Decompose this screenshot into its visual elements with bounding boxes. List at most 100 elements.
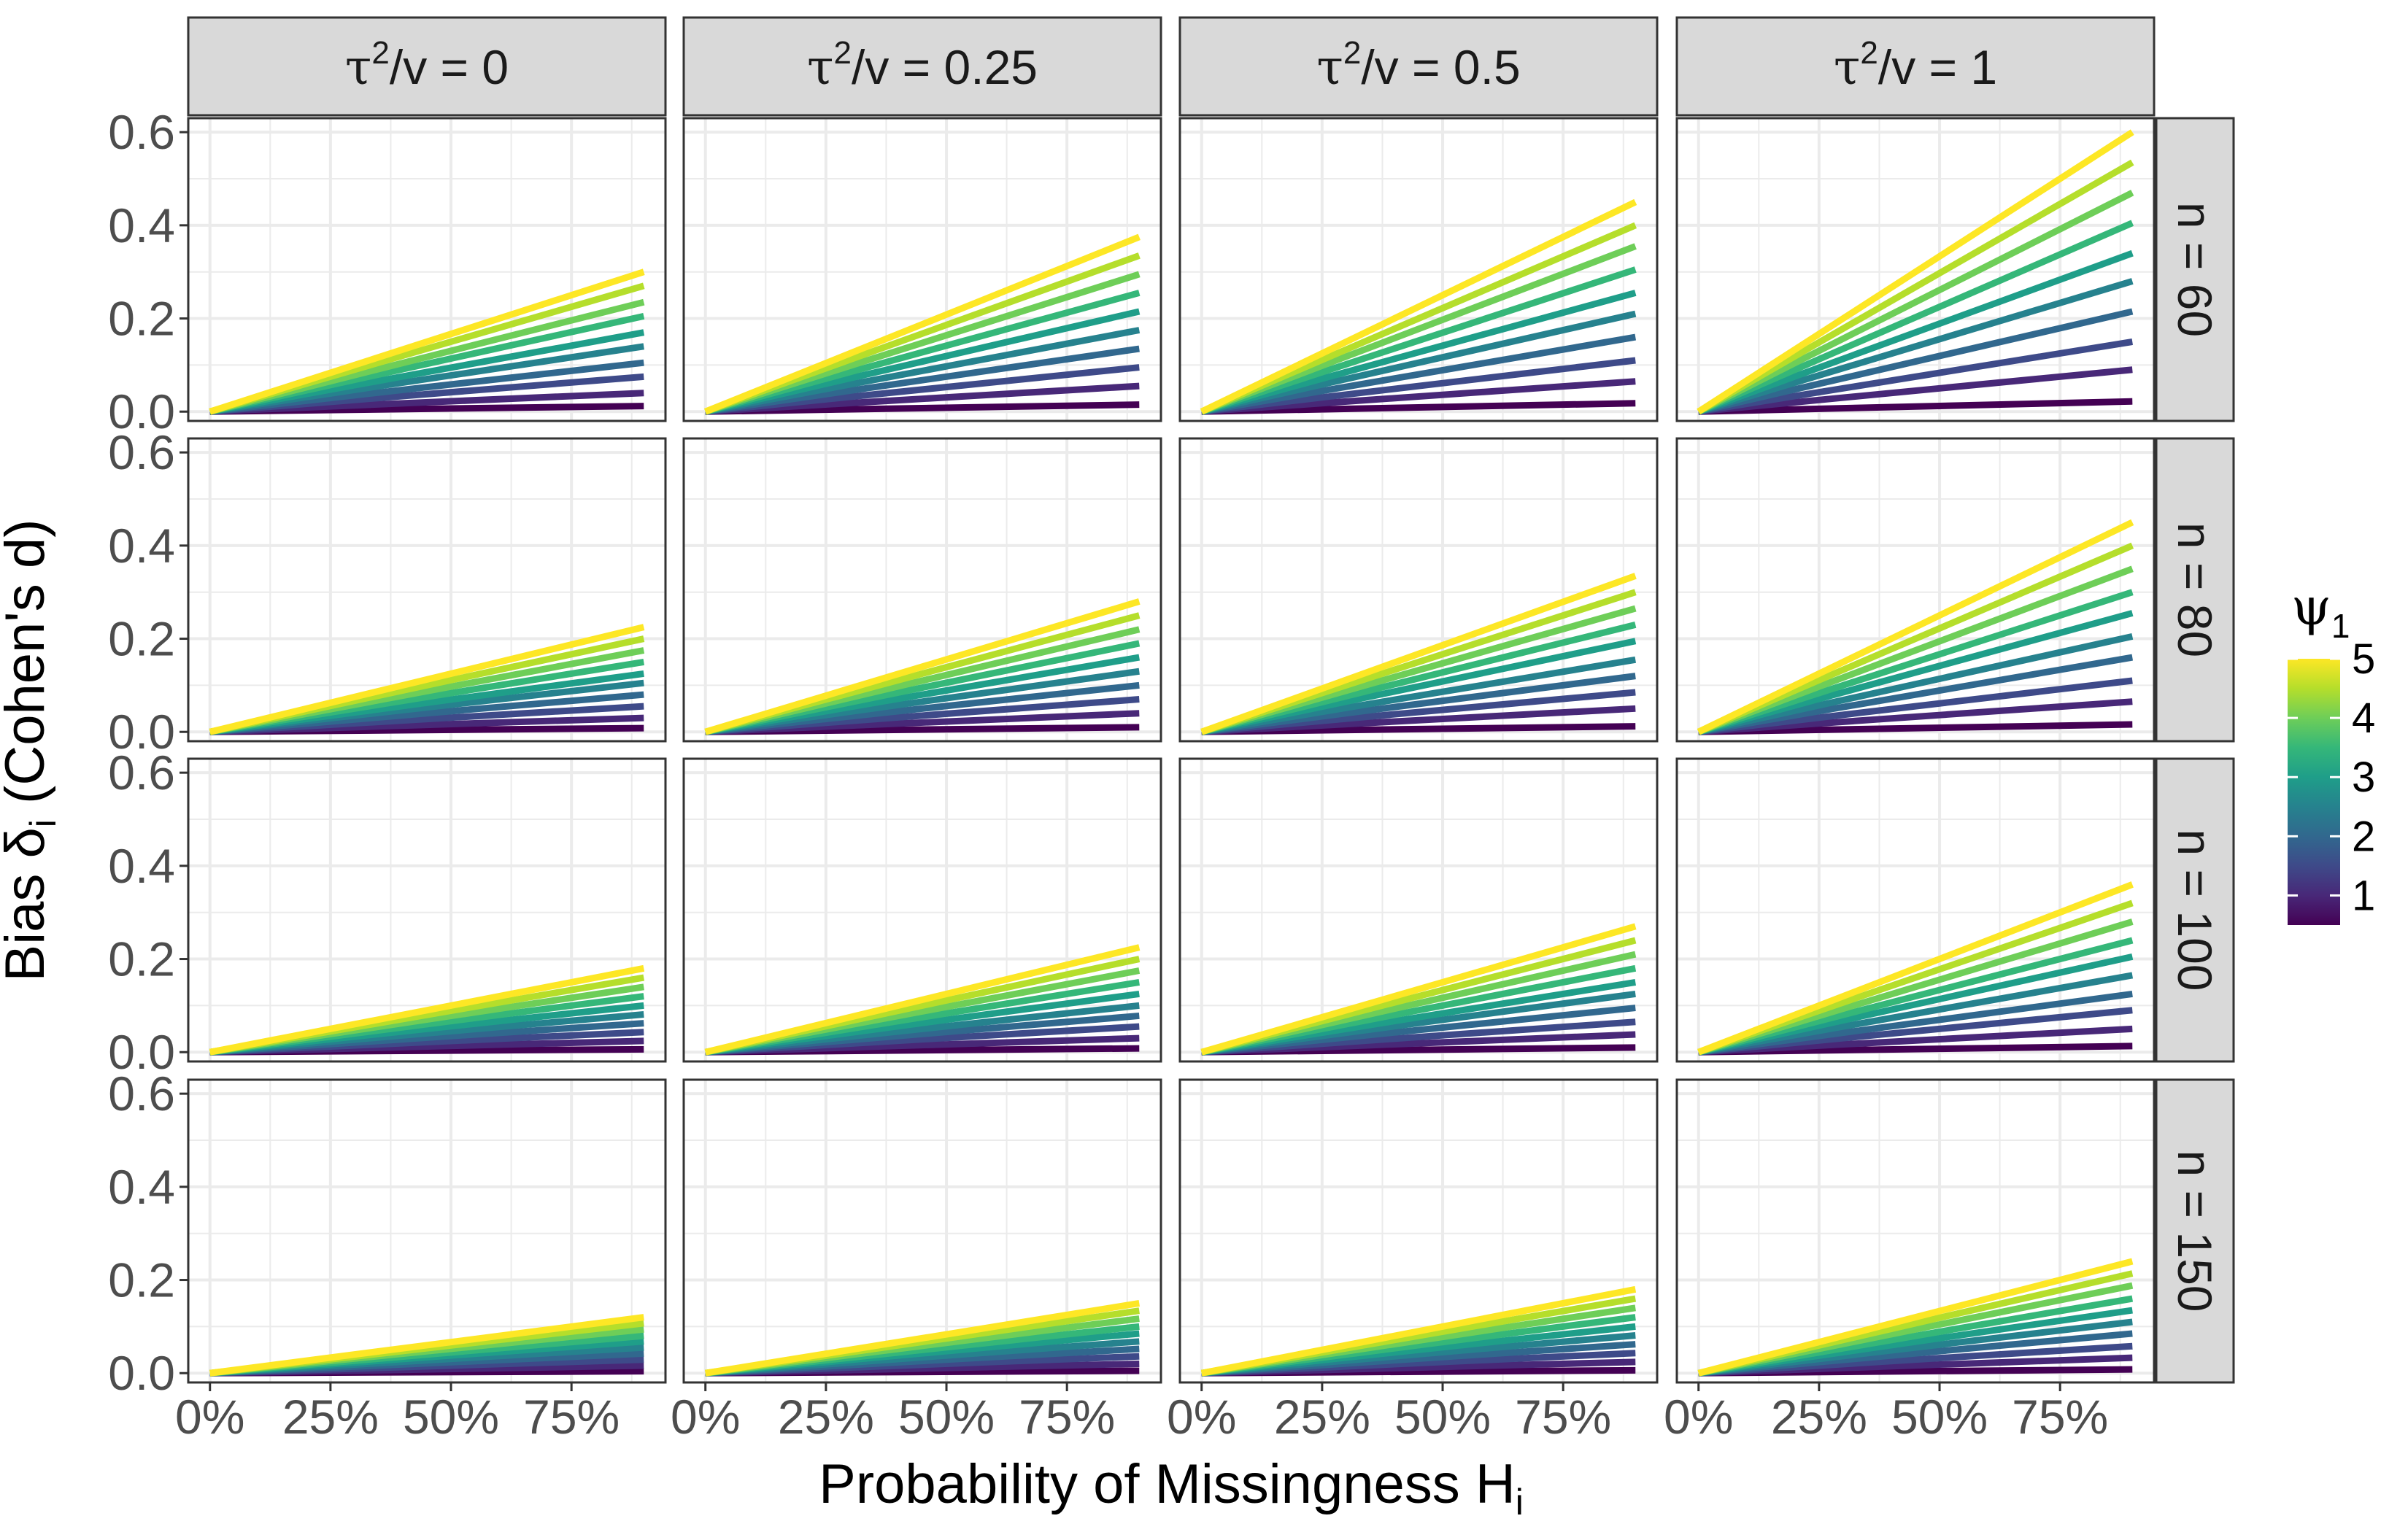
panel-r1-c2 (1178, 437, 1659, 743)
series-line-psi-1 (1698, 366, 2133, 415)
legend-tick-label: 1 (2352, 872, 2375, 919)
legend-title: ψ1 (2291, 577, 2350, 645)
y-tick-label: 0.0 (108, 705, 175, 759)
strip-tau-symbol: τ (345, 39, 372, 96)
row-strip-2 (2155, 757, 2235, 1063)
column-strip-3 (1675, 16, 2156, 117)
strip-value: 0.25 (944, 40, 1038, 94)
x-tick-label: 50% (1891, 1390, 1988, 1444)
y-tick-label: 0.0 (108, 1346, 175, 1400)
series-line-psi-5 (705, 1300, 1140, 1377)
series-line-psi-5 (1697, 519, 2134, 735)
x-tick-label: 0% (175, 1390, 244, 1444)
y-tick-label: 0.0 (108, 384, 175, 438)
series-line-psi-1.5 (1698, 677, 2133, 735)
series-line-psi-2.5 (1697, 278, 2134, 415)
y-tick-label: 0.4 (108, 839, 175, 893)
column-strip-label-2: τ2/v = 0.5 (1316, 35, 1520, 96)
panel-r1-c0 (187, 437, 667, 743)
series-line-psi-1 (1201, 378, 1636, 415)
series-line-psi-2.5 (1697, 632, 2134, 735)
x-tick-label: 0% (1664, 1390, 1733, 1444)
strip-tau-symbol: τ (1316, 39, 1343, 96)
x-axis-title: Probability of Missingness Hi (819, 1453, 1524, 1523)
panel-r2-c2 (1178, 757, 1659, 1063)
x-tick-label: 25% (1274, 1390, 1370, 1444)
panel-border (187, 757, 667, 1063)
x-tick-label: 50% (403, 1390, 499, 1444)
series-line-psi-5 (209, 964, 645, 1056)
x-tick-label: 0% (1167, 1390, 1236, 1444)
strip-power: 2 (834, 35, 852, 71)
legend-colorbar (2288, 659, 2340, 925)
panel-r0-c3 (1675, 117, 2156, 422)
series-line-psi-3 (1200, 290, 1637, 415)
strip-power: 2 (371, 35, 389, 71)
series-line-psi-2 (1200, 333, 1637, 415)
panel-border (1675, 757, 2156, 1063)
y-tick-label: 0.6 (108, 746, 175, 800)
series-line-psi-5 (704, 598, 1141, 735)
panel-border (187, 437, 667, 743)
x-axis-title-sub: i (1516, 1482, 1524, 1523)
panel-border (1178, 1078, 1659, 1384)
y-tick-label: 0.4 (108, 519, 175, 573)
x-tick-label: 25% (282, 1390, 379, 1444)
series-line-psi-1.5 (1201, 357, 1636, 415)
series-line-psi-4.5 (1697, 542, 2134, 735)
series-line-psi-5 (1200, 573, 1637, 735)
series-line-psi-2 (1697, 308, 2134, 415)
panel-background (188, 118, 665, 421)
y-tick-label: 0.6 (108, 1067, 175, 1121)
y-axis-title-post: (Cohen's d) (0, 519, 56, 820)
strip-power: 2 (1343, 35, 1361, 71)
panel-r1-c1 (682, 437, 1162, 743)
series-line-psi-5 (209, 1314, 644, 1377)
panel-r3-c3 (1675, 1078, 2156, 1384)
row-strip-1 (2155, 437, 2235, 743)
series-line-psi-5 (1200, 1285, 1637, 1377)
x-tick-label: 75% (2012, 1390, 2108, 1444)
panel-border (682, 437, 1162, 743)
strip-rest: /v = (390, 40, 482, 94)
strip-value: 1 (1970, 40, 1997, 94)
legend-tick-label: 2 (2352, 813, 2375, 860)
strip-tau-symbol: τ (1834, 39, 1861, 96)
series-line-psi-5 (1697, 129, 2134, 415)
series-line-psi-4 (1697, 190, 2134, 415)
y-tick-label: 0.6 (108, 425, 175, 479)
panel-r2-c1 (682, 757, 1162, 1063)
series-line-psi-5 (704, 233, 1141, 415)
strip-power: 2 (1860, 35, 1878, 71)
panel-border (187, 117, 667, 422)
strip-rest: /v = (1361, 40, 1454, 94)
x-tick-label: 75% (1515, 1390, 1611, 1444)
row-strip-label-3: n = 150 (2168, 1150, 2222, 1312)
x-axis-title-main: Probability of Missingness H (819, 1453, 1516, 1515)
series-line-psi-2 (1697, 654, 2134, 735)
series-line-psi-3.5 (1697, 220, 2134, 415)
panel-border (1675, 437, 2156, 743)
y-tick-label: 0.2 (108, 612, 175, 666)
panel-r2-c0 (187, 757, 667, 1063)
series-line-psi-0.5 (1698, 398, 2133, 415)
panel-r0-c2 (1178, 117, 1659, 422)
series-line-psi-1 (1698, 698, 2133, 735)
y-tick-label: 0.2 (108, 932, 175, 986)
panel-border (682, 1078, 1162, 1384)
panel-r2-c3 (1675, 757, 2156, 1063)
legend-title-symbol: ψ (2291, 577, 2331, 637)
row-strip-label-1: n = 80 (2168, 522, 2222, 657)
column-strip-2 (1178, 16, 1659, 117)
series-line-psi-3 (1697, 249, 2134, 415)
y-tick-label: 0.4 (108, 1160, 175, 1214)
series-line-psi-0.5 (1201, 400, 1636, 415)
panel-border (682, 757, 1162, 1063)
series-line-psi-2.5 (1200, 310, 1637, 415)
legend-title-sub: 1 (2331, 607, 2350, 645)
strip-rest: /v = (1878, 40, 1971, 94)
strip-tau-symbol: τ (807, 39, 834, 96)
series-line-psi-3.5 (1200, 266, 1637, 415)
